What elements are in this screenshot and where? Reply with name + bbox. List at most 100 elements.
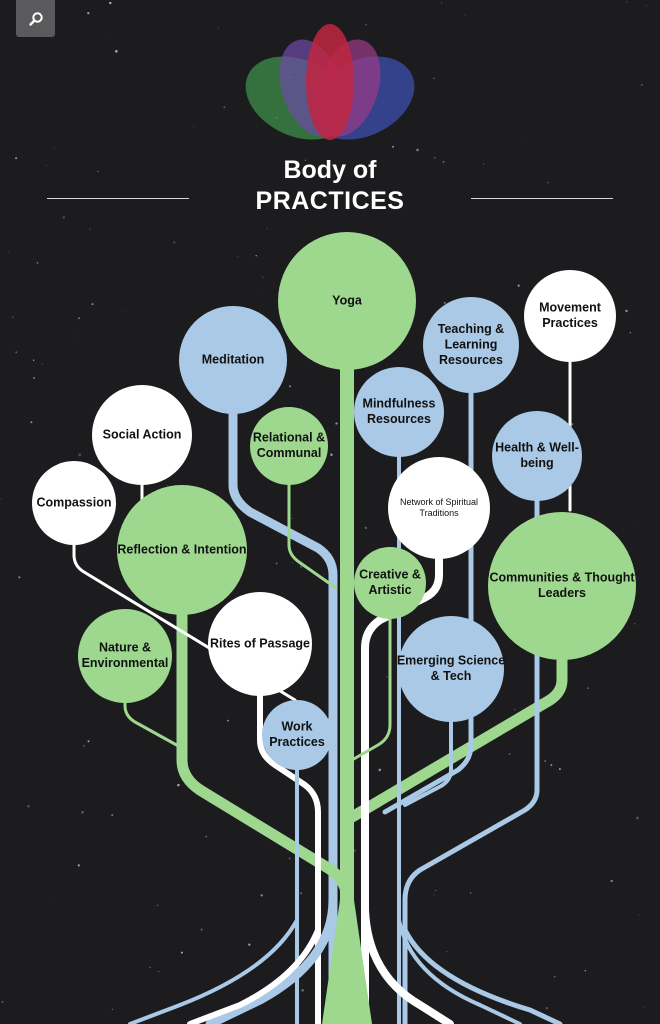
star bbox=[205, 835, 208, 838]
node-circle[interactable] bbox=[388, 457, 490, 559]
node-yoga[interactable]: Yoga bbox=[278, 232, 416, 370]
node-meditation[interactable]: Meditation bbox=[179, 306, 287, 414]
page-title-line1: Body of bbox=[283, 156, 377, 184]
tree-branch bbox=[176, 594, 353, 906]
node-circle[interactable] bbox=[354, 547, 426, 619]
node-health[interactable]: Health & Well-being bbox=[492, 411, 582, 501]
node-circle[interactable] bbox=[262, 700, 332, 770]
node-circle[interactable] bbox=[398, 616, 504, 722]
search-button[interactable] bbox=[16, 0, 55, 37]
star bbox=[78, 453, 82, 457]
tree-branch bbox=[402, 927, 563, 1024]
star bbox=[610, 879, 613, 883]
node-emerging[interactable]: Emerging Science& Tech bbox=[397, 616, 505, 722]
star bbox=[62, 216, 65, 219]
node-creative[interactable]: Creative &Artistic bbox=[354, 547, 426, 619]
star bbox=[300, 892, 303, 895]
star bbox=[261, 276, 264, 279]
star bbox=[323, 573, 325, 575]
star bbox=[53, 146, 55, 148]
node-circle[interactable] bbox=[278, 232, 416, 370]
node-social-action[interactable]: Social Action bbox=[92, 385, 192, 485]
node-reflection[interactable]: Reflection & Intention bbox=[117, 485, 247, 615]
tree-branch bbox=[187, 927, 321, 1024]
star bbox=[632, 526, 634, 528]
star bbox=[288, 857, 291, 860]
tree-branch bbox=[257, 677, 321, 1024]
node-relational[interactable]: Relational &Communal bbox=[250, 407, 328, 485]
star bbox=[81, 811, 84, 814]
star bbox=[292, 518, 293, 519]
tree-branch bbox=[228, 395, 338, 1024]
star bbox=[87, 740, 90, 743]
star bbox=[514, 709, 516, 711]
node-circle[interactable] bbox=[179, 306, 287, 414]
node-circle[interactable] bbox=[250, 407, 328, 485]
node-circle[interactable] bbox=[488, 512, 636, 660]
star bbox=[299, 565, 303, 568]
node-circle[interactable] bbox=[354, 367, 444, 457]
node-circle[interactable] bbox=[208, 592, 312, 696]
star bbox=[464, 14, 466, 16]
tree-branch bbox=[397, 918, 522, 1024]
star bbox=[111, 1008, 114, 1011]
star bbox=[36, 262, 39, 264]
star bbox=[175, 979, 177, 980]
star bbox=[177, 783, 180, 787]
star bbox=[364, 526, 367, 530]
lotus-petal-red bbox=[306, 24, 354, 140]
star bbox=[625, 309, 628, 313]
star bbox=[587, 687, 589, 689]
star bbox=[483, 163, 485, 165]
search-icon bbox=[28, 11, 43, 26]
tree-branch bbox=[123, 688, 184, 750]
tree-branch bbox=[382, 377, 474, 815]
tree-branch bbox=[361, 906, 454, 1024]
star bbox=[640, 83, 644, 87]
star bbox=[11, 316, 14, 319]
star bbox=[109, 1, 112, 5]
star bbox=[30, 421, 33, 424]
node-circle[interactable] bbox=[524, 270, 616, 362]
node-compassion[interactable]: Compassion bbox=[32, 461, 116, 545]
node-rites[interactable]: Rites of Passage bbox=[208, 592, 312, 696]
node-circle[interactable] bbox=[92, 385, 192, 485]
star bbox=[97, 170, 99, 172]
star bbox=[584, 969, 587, 972]
star bbox=[378, 768, 382, 772]
star bbox=[553, 976, 556, 978]
node-circle[interactable] bbox=[117, 485, 247, 615]
star bbox=[544, 760, 547, 762]
star bbox=[386, 675, 388, 678]
star bbox=[0, 498, 1, 500]
star bbox=[262, 290, 263, 291]
node-nature[interactable]: Nature &Environmental bbox=[78, 609, 172, 703]
star bbox=[275, 562, 278, 565]
tree-branch bbox=[128, 918, 299, 1024]
star bbox=[517, 284, 520, 287]
star bbox=[441, 2, 443, 4]
star bbox=[431, 7, 433, 9]
node-circle[interactable] bbox=[78, 609, 172, 703]
star bbox=[292, 562, 293, 564]
star bbox=[82, 744, 86, 748]
star bbox=[433, 156, 436, 159]
node-circle[interactable] bbox=[492, 411, 582, 501]
star bbox=[149, 966, 151, 969]
node-circle[interactable] bbox=[32, 461, 116, 545]
star bbox=[156, 904, 159, 907]
star bbox=[634, 623, 636, 625]
lotus-logo-icon bbox=[245, 24, 415, 140]
star bbox=[110, 37, 112, 39]
node-circle[interactable] bbox=[423, 297, 519, 393]
star bbox=[226, 719, 229, 722]
tree-branch bbox=[402, 487, 540, 1024]
star bbox=[1, 1000, 4, 1003]
